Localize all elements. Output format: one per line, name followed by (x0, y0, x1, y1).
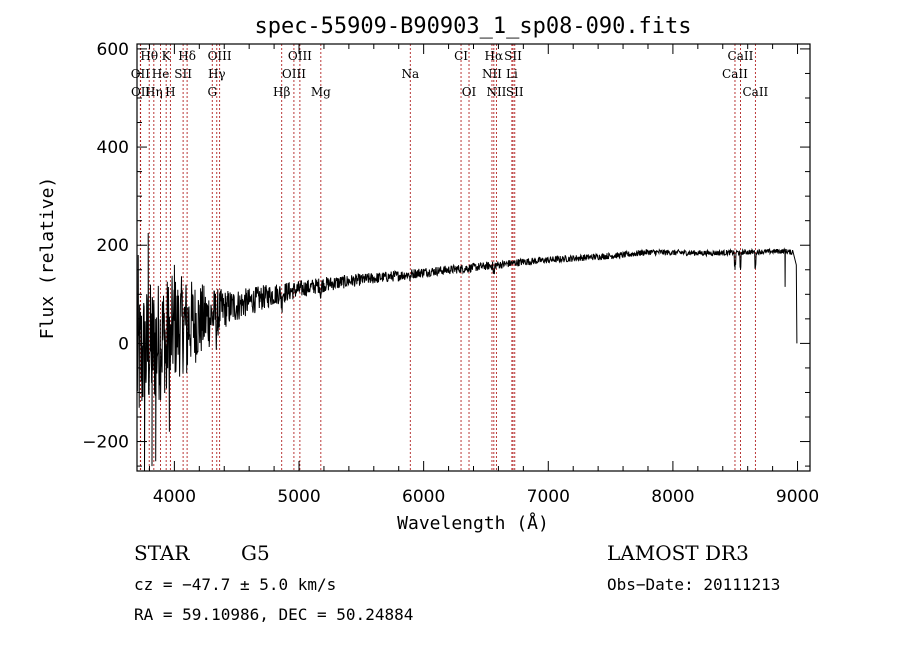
spectral-line-label: Hη (145, 85, 163, 99)
spectral-line-label: SII (506, 85, 524, 99)
spectral-line-label: Mg (311, 85, 331, 99)
coordinates: RA = 59.10986, DEC = 50.24884 (134, 605, 413, 624)
redshift-velocity: cz = −47.7 ± 5.0 km/s (134, 575, 336, 594)
spectral-line-label: SII (174, 67, 192, 81)
y-axis: −200 0 200 400 600 (82, 40, 810, 467)
x-tick-label: 6000 (402, 487, 445, 507)
plot-frame (136, 43, 811, 472)
spectral-line-label: OI (462, 85, 477, 99)
x-axis: 4000 5000 6000 7000 8000 9000 (148, 44, 819, 507)
spectral-line-label: OII (131, 67, 151, 81)
spectral-line-label: K (162, 49, 172, 63)
spectral-line-label: He (152, 67, 170, 81)
spectral-line-label: Hα (485, 49, 504, 63)
spectrum-series (136, 232, 798, 472)
object-subclass: G5 (241, 541, 270, 565)
spectral-line-label: Hδ (178, 49, 196, 63)
spectral-line-markers (139, 44, 756, 471)
spectral-line-label: SII (504, 49, 522, 63)
y-tick-label: 200 (97, 236, 129, 256)
object-class: STAR (134, 541, 190, 565)
y-tick-label: 400 (97, 138, 129, 158)
spectral-line-label: NII (482, 67, 502, 81)
x-tick-label: 5000 (277, 487, 320, 507)
x-tick-label: 7000 (527, 487, 570, 507)
spectral-line-label: CaII (722, 67, 748, 81)
spectral-line-label: OII (131, 85, 151, 99)
y-axis-label: Flux (relative) (37, 177, 58, 340)
y-tick-label: 600 (97, 40, 129, 60)
x-tick-label: 8000 (651, 487, 694, 507)
spectral-line-label: H (165, 85, 175, 99)
survey-name: LAMOST DR3 (607, 541, 749, 565)
spectral-line-label: G (207, 85, 217, 99)
observation-date: Obs−Date: 20111213 (607, 575, 780, 594)
y-tick-label: 0 (118, 334, 129, 354)
spectral-line-label: OIII (288, 49, 312, 63)
spectral-line-label: Li (506, 67, 518, 81)
spectral-line-label: CI (454, 49, 468, 63)
spectral-line-label: Hγ (208, 67, 226, 81)
chart-title: spec-55909-B90903_1_sp08-090.fits (254, 14, 691, 39)
spectral-line-label: NII (486, 85, 506, 99)
spectral-line-label: OIII (208, 49, 232, 63)
spectral-line-label: CaII (742, 85, 768, 99)
spectral-line-label: OIII (282, 67, 306, 81)
spectral-line-label: Na (401, 67, 419, 81)
x-tick-label: 9000 (776, 487, 819, 507)
spectral-line-label: CaII (728, 49, 754, 63)
spectral-line-label: Hθ (140, 49, 158, 63)
y-tick-label: −200 (82, 433, 129, 453)
spectral-line-label: Hβ (273, 85, 290, 99)
x-axis-label: Wavelength (Å) (397, 512, 549, 534)
x-tick-label: 4000 (153, 487, 196, 507)
